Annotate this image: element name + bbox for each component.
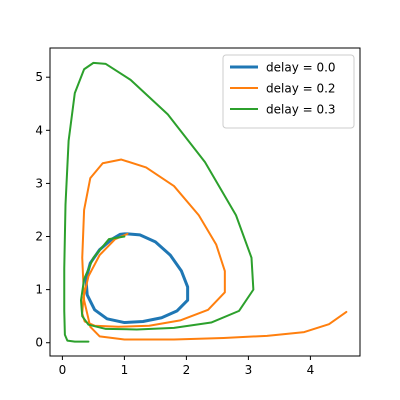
y-tick-label: 2 <box>35 230 43 244</box>
x-tick-label: 4 <box>307 363 315 377</box>
x-tick-label: 2 <box>183 363 191 377</box>
y-tick-label: 4 <box>35 123 43 137</box>
axes: 0 1 2 3 4 0 1 2 3 4 5 <box>35 47 361 377</box>
plot-area <box>63 61 348 343</box>
series-line-3 <box>63 61 255 343</box>
x-tick-label: 3 <box>245 363 253 377</box>
y-tick-label: 0 <box>35 336 43 350</box>
y-tick-label: 5 <box>35 70 43 84</box>
x-tick-label: 1 <box>121 363 129 377</box>
y-tick-label: 3 <box>35 176 43 190</box>
legend: delay = 0.0 delay = 0.2 delay = 0.3 <box>222 54 355 129</box>
legend-label-2: delay = 0.2 <box>266 82 336 96</box>
legend-label-1: delay = 0.0 <box>266 61 336 75</box>
y-tick-label: 1 <box>35 283 43 297</box>
legend-label-3: delay = 0.3 <box>266 103 336 117</box>
x-tick-label: 0 <box>59 363 67 377</box>
axes-frame <box>49 47 361 357</box>
